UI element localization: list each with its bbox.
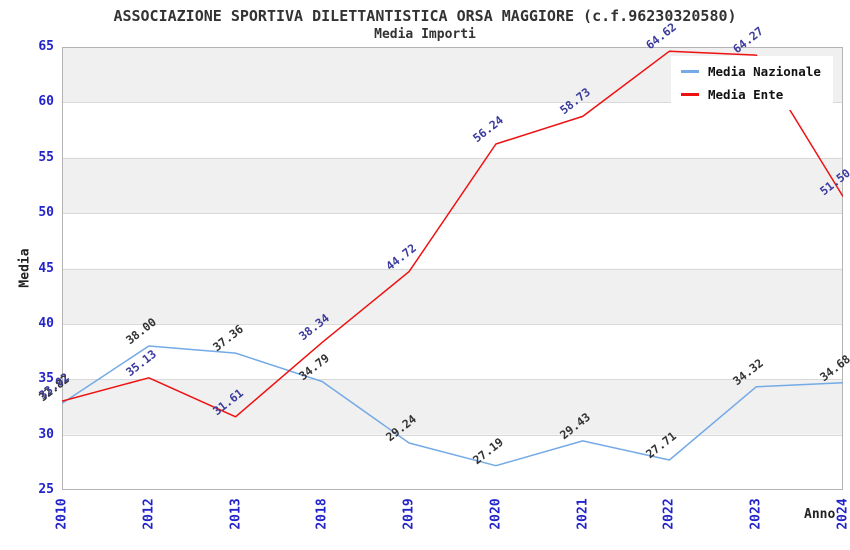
x-tick-label: 2024 xyxy=(835,498,850,530)
legend: Media Nazionale Media Ente xyxy=(671,56,833,110)
chart-title: ASSOCIAZIONE SPORTIVA DILETTANTISTICA OR… xyxy=(113,7,737,25)
chart-subtitle: Media Importi xyxy=(374,27,476,42)
plot-area xyxy=(62,47,843,490)
y-tick-label: 30 xyxy=(38,426,54,442)
x-tick-label: 2023 xyxy=(748,498,764,530)
y-axis-title: Media xyxy=(17,248,33,288)
legend-item: Media Ente xyxy=(681,87,821,102)
y-tick-label: 40 xyxy=(38,315,54,331)
y-tick-label: 50 xyxy=(38,205,54,221)
x-tick-label: 2010 xyxy=(54,498,70,530)
legend-item: Media Nazionale xyxy=(681,64,821,79)
y-tick-label: 35 xyxy=(38,371,54,387)
legend-swatch-line-icon xyxy=(681,70,699,73)
grid-band xyxy=(62,268,843,324)
series-line-media-nazionale xyxy=(62,345,843,467)
x-axis-title: Anno xyxy=(804,507,836,522)
y-tick-label: 65 xyxy=(38,39,54,54)
grid-band xyxy=(62,379,843,435)
y-tick-label: 60 xyxy=(38,94,54,110)
y-tick-label: 45 xyxy=(38,260,54,276)
legend-label: Media Nazionale xyxy=(708,64,821,79)
x-tick-label: 2022 xyxy=(661,498,677,530)
x-tick-label: 2021 xyxy=(575,498,591,530)
x-tick-label: 2013 xyxy=(228,498,244,530)
series-line-media-ente xyxy=(62,50,843,418)
x-tick-label: 2018 xyxy=(314,498,330,530)
x-tick-label: 2019 xyxy=(401,498,417,530)
x-tick-label: 2012 xyxy=(141,498,157,530)
y-tick-label: 25 xyxy=(38,482,54,497)
y-tick-label: 55 xyxy=(38,149,54,165)
x-tick-label: 2020 xyxy=(488,498,504,530)
grid-band xyxy=(62,157,843,214)
plot-border xyxy=(62,47,843,490)
legend-swatch-line-icon xyxy=(681,93,699,96)
legend-label: Media Ente xyxy=(708,87,784,102)
